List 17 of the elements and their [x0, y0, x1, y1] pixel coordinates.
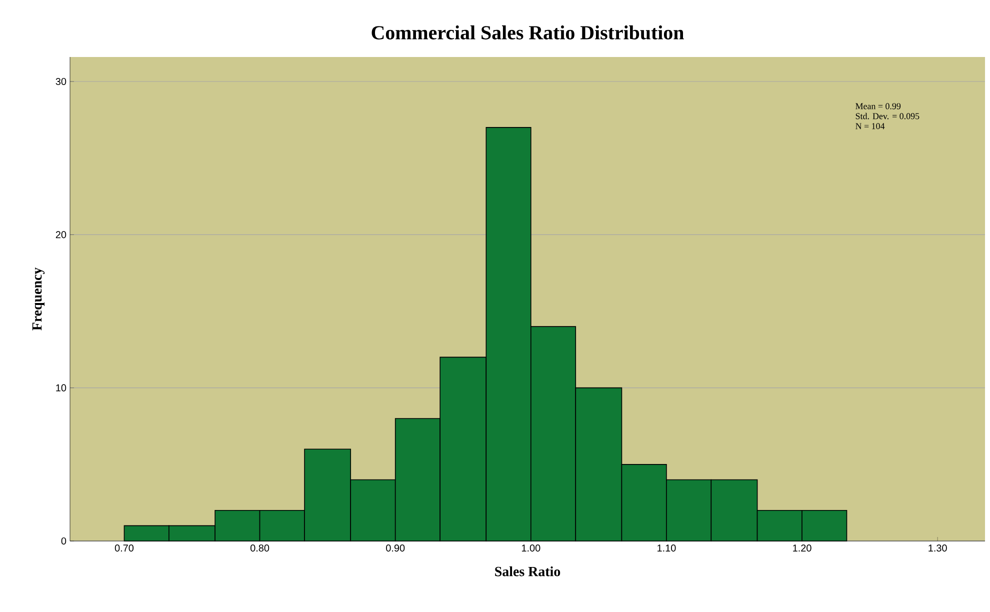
x-tick-label: 0.90 — [386, 544, 405, 552]
annotation: N = 104 — [856, 123, 885, 130]
annotation: Std. Dev. = 0.095 — [856, 112, 920, 120]
chart-title: Commercial Sales Ratio Distribution — [372, 25, 684, 40]
x-tick-label: 0.70 — [114, 544, 134, 552]
x-axis-title: Sales Ratio — [495, 566, 560, 576]
x-tick-label: 1.00 — [522, 544, 540, 552]
x-tick-label: 1.20 — [793, 544, 812, 552]
x-tick-label: 1.30 — [928, 544, 947, 552]
y-tick-label: 10 — [56, 384, 66, 392]
x-tick-label: 1.10 — [658, 544, 676, 552]
y-tick-label: 20 — [56, 231, 66, 238]
annotation: Mean = 0.99 — [856, 103, 901, 110]
y-axis-title: Frequency — [32, 267, 45, 330]
x-tick-label: 0.80 — [250, 544, 270, 552]
y-tick-label: 0 — [61, 537, 66, 545]
y-tick-label: 30 — [56, 78, 66, 86]
